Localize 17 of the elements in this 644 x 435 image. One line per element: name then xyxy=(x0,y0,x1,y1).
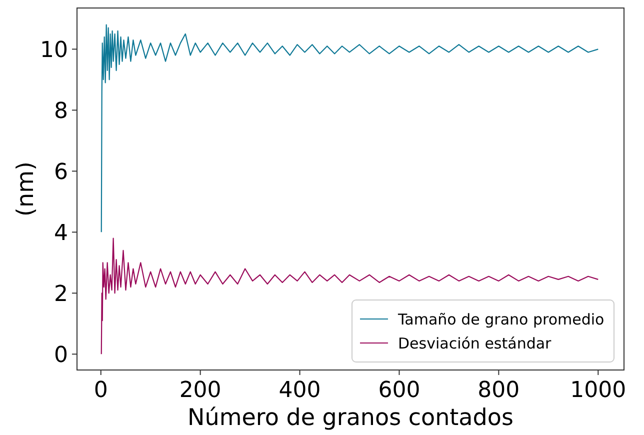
y-tick-label: 2 xyxy=(54,282,68,307)
y-tick-label: 6 xyxy=(54,160,68,185)
y-tick-label: 10 xyxy=(40,38,68,63)
x-tick-label: 400 xyxy=(278,378,321,403)
y-axis-title: (nm) xyxy=(13,162,39,216)
legend-label: Desviación estándar xyxy=(398,334,552,352)
x-tick-label: 600 xyxy=(378,378,420,403)
line-series xyxy=(100,24,599,233)
x-tick-label: 1000 xyxy=(570,378,626,403)
y-tick-label: 4 xyxy=(54,220,68,246)
x-tick-label: 0 xyxy=(94,378,108,403)
x-tick-label: 200 xyxy=(179,378,222,403)
y-tick-label: 8 xyxy=(54,98,68,124)
x-tick-label: 800 xyxy=(478,378,520,403)
y-tick-label: 0 xyxy=(54,342,68,368)
legend-label: Tamaño de grano promedio xyxy=(397,310,604,328)
x-axis-title: Número de granos contados xyxy=(188,405,514,431)
